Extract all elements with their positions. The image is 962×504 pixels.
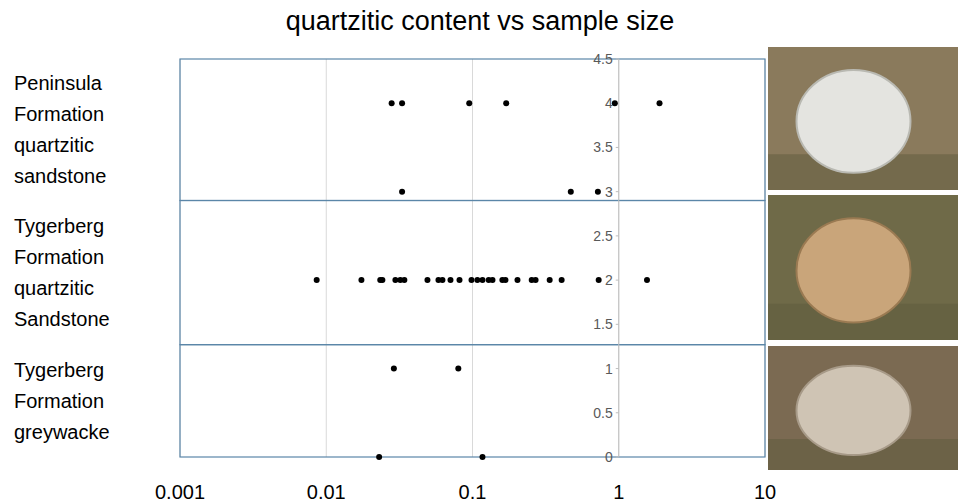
x-tick-label: 0.01: [307, 481, 346, 503]
y-axis-line: [618, 59, 619, 457]
y-tick: [616, 191, 619, 192]
group-label-line: quartzitic: [14, 277, 94, 299]
y-tick: [616, 412, 619, 413]
point: [644, 277, 650, 283]
point: [389, 100, 395, 106]
x-tick-label: 10: [754, 481, 776, 503]
y-tick-label: 4.5: [593, 51, 613, 67]
point: [314, 277, 320, 283]
group-box: [180, 345, 765, 457]
group-label-line: Formation: [14, 246, 104, 268]
point: [559, 277, 565, 283]
y-tick-label: 3: [605, 184, 613, 200]
point: [489, 277, 495, 283]
y-tick: [616, 280, 619, 281]
y-tick-label: 3.5: [593, 139, 613, 155]
group-label: Tygerberg Formation greywacke: [14, 359, 110, 443]
point: [468, 277, 474, 283]
point: [358, 277, 364, 283]
point: [657, 100, 663, 106]
point: [595, 189, 601, 195]
y-tick: [616, 457, 619, 458]
photo-bg: [768, 47, 958, 190]
point: [502, 277, 508, 283]
point: [503, 100, 509, 106]
y-tick-label: 4: [605, 95, 613, 111]
point: [399, 100, 405, 106]
point: [547, 277, 553, 283]
y-tick: [616, 235, 619, 236]
group-label-line: Peninsula: [14, 72, 103, 94]
y-tick-label: 0: [605, 449, 613, 465]
photo-rock: [797, 366, 911, 455]
group-label-line: Tygerberg: [14, 215, 104, 237]
title: quartzitic content vs sample size: [286, 6, 675, 36]
point: [379, 277, 385, 283]
point: [424, 277, 430, 283]
point: [457, 277, 463, 283]
point: [479, 454, 485, 460]
photo-bg: [768, 195, 958, 340]
points: [314, 100, 663, 460]
group-label-line: Formation: [14, 103, 104, 125]
point: [447, 277, 453, 283]
group-label-line: Tygerberg: [14, 359, 104, 381]
point: [401, 277, 407, 283]
y-tick-label: 1.5: [593, 316, 613, 332]
point: [391, 366, 397, 372]
y-tick: [616, 368, 619, 369]
group-label-line: greywacke: [14, 421, 110, 443]
point: [439, 277, 445, 283]
x-tick-label: 0.1: [459, 481, 487, 503]
photo-rock: [797, 70, 911, 173]
point: [466, 100, 472, 106]
grid-line: [326, 59, 327, 457]
y-tick-label: 0.5: [593, 405, 613, 421]
group-box: [180, 201, 765, 345]
point: [514, 277, 520, 283]
y-tick-label: 2.5: [593, 228, 613, 244]
point: [455, 366, 461, 372]
y-tick: [616, 59, 619, 60]
point: [399, 189, 405, 195]
group-label: Tygerberg Formation quartzitic Sandstone: [14, 215, 110, 330]
group-label: Peninsula Formation quartzitic sandstone: [14, 72, 106, 187]
group-label-line: Sandstone: [14, 308, 110, 330]
group-box: [180, 59, 765, 201]
grid-line: [618, 59, 619, 457]
point: [376, 454, 382, 460]
point: [479, 277, 485, 283]
point: [596, 277, 602, 283]
group-label-line: Formation: [14, 390, 104, 412]
x-tick-label: 0.001: [155, 481, 205, 503]
photo-bg: [768, 346, 958, 470]
point: [612, 100, 618, 106]
group-label-line: quartzitic: [14, 134, 94, 156]
y-tick-label: 2: [605, 272, 613, 288]
point: [533, 277, 539, 283]
y-tick: [616, 147, 619, 148]
y-tick: [616, 324, 619, 325]
point: [568, 189, 574, 195]
x-tick-label: 1: [613, 481, 624, 503]
chart: quartzitic content vs sample size 0 0.5 1 1.…: [0, 0, 962, 504]
photo-rock: [797, 218, 911, 322]
group-label-line: sandstone: [14, 165, 106, 187]
y-tick-label: 1: [605, 361, 613, 377]
grid-line: [472, 59, 473, 457]
